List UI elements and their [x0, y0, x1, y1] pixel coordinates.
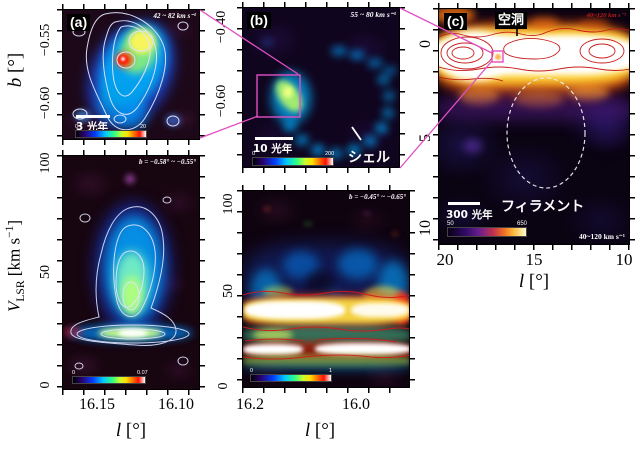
panel-a-pv: b = −0.58° ~ −0.55° 0 0.07 — [62, 155, 200, 390]
panel-b-pv: b = −0.45° ~ −0.65° 0 1 — [242, 190, 410, 388]
b-pv-xtick-left: 16.2 — [236, 396, 264, 413]
panel-b-pv-lat-range: b = −0.45° ~ −0.65° — [348, 193, 406, 201]
panel-a-map: (a) 42 ~ 82 km s⁻¹ 3 光年 0 20 — [62, 9, 200, 140]
panel-a-pv-colorbar-max: 0.07 — [137, 370, 148, 376]
panel-a-pv-colorbar — [72, 376, 146, 384]
panel-b-map: (b) 55 ~ 80 km s⁻¹ 10 光年 0 200 シェル — [242, 7, 400, 168]
b-axis-label: b [°] — [5, 52, 26, 88]
panel-b-colorbar-min: 0 — [252, 151, 256, 157]
c-ytick-0: 0 — [417, 40, 434, 48]
ticks-a-map-bottom — [62, 140, 200, 145]
panel-c-velocity-range-red: 40~120 km s⁻¹ — [586, 12, 626, 19]
c-ytick-10: 10 — [417, 220, 434, 236]
a-pv-ytick-0: 0 — [38, 381, 53, 389]
panel-c-label: (c) — [444, 13, 468, 30]
ticks-b-map-right — [400, 7, 405, 168]
panel-b-pv-colorbar-min: 0 — [250, 368, 254, 374]
panel-c-scalebar-label: 300 光年 — [446, 209, 493, 221]
b-pv-ytick-50: 50 — [221, 284, 236, 298]
l-axis-label-a: l [°] — [115, 420, 147, 441]
cavity-annotation: 空洞 — [495, 12, 528, 29]
panel-c-colorbar-min: 50 — [447, 221, 454, 227]
panel-c-velocity-range: 40~120 km s⁻¹ — [579, 232, 625, 241]
a-pv-ytick-50: 50 — [38, 265, 53, 279]
b-pv-ytick-0: 0 — [216, 382, 231, 390]
panel-b-pv-colorbar — [250, 374, 332, 382]
vlsr-axis-label: VLSR [km s−1] — [2, 219, 28, 313]
a-pv-ytick-100: 100 — [38, 152, 53, 174]
l-axis-label-c: l [°] — [518, 271, 550, 292]
ticks-a-pv-right — [200, 155, 205, 390]
b-pv-xtick-right: 16.0 — [342, 396, 370, 413]
panel-a-pv-lat-range: b = −0.58° ~ −0.55° — [138, 158, 196, 166]
b-pv-ytick-100: 100 — [221, 193, 236, 215]
panel-b-label: (b) — [247, 12, 271, 29]
ticks-c-right — [630, 8, 635, 245]
panel-a-colorbar-min: 0 — [75, 124, 79, 130]
panel-c-colorbar — [447, 227, 527, 237]
c-ytick-5: 5 — [417, 134, 434, 142]
panel-b-colorbar-max: 200 — [325, 151, 335, 157]
ticks-a-map-right — [200, 9, 205, 140]
c-xtick-10: 10 — [615, 250, 633, 269]
panel-c-map: (c) 空洞 40~120 km s⁻¹ フィラメント 300 光年 50 65… — [438, 8, 630, 245]
panel-a-colorbar-max: 20 — [140, 124, 147, 130]
ticks-a-pv-bottom — [62, 390, 200, 395]
panel-a-pv-colorbar-min: 0 — [72, 370, 76, 376]
ticks-b-pv-right — [410, 190, 415, 388]
panel-a-velocity-range: 42 ~ 82 km s⁻¹ — [153, 12, 196, 20]
a-map-ytick-top: −0.55 — [38, 23, 53, 57]
l-axis-label-b: l [°] — [304, 420, 336, 441]
b-map-ytick-bottom: −0.60 — [214, 84, 229, 118]
filament-annotation: フィラメント — [501, 199, 585, 215]
panel-a-label: (a) — [67, 14, 91, 31]
a-pv-xtick-right: 16.10 — [158, 396, 194, 413]
c-xtick-15: 15 — [525, 250, 543, 269]
ticks-b-map-bottom — [242, 168, 400, 173]
panel-c-scalebar — [448, 202, 480, 205]
shell-annotation: シェル — [348, 150, 390, 166]
c-xtick-20: 20 — [436, 250, 454, 269]
ticks-b-pv-bottom — [242, 388, 410, 393]
panel-b-scalebar-label: 10 光年 — [253, 143, 293, 155]
panel-b-velocity-range: 55 ~ 80 km s⁻¹ — [350, 10, 396, 19]
panel-b-pv-colorbar-max: 1 — [329, 368, 333, 374]
panel-b-scalebar — [255, 137, 293, 140]
a-pv-xtick-left: 16.15 — [79, 396, 115, 413]
panel-a-scalebar — [76, 115, 110, 118]
panel-a-colorbar — [75, 130, 147, 138]
a-map-ytick-bottom: −0.60 — [38, 86, 53, 120]
b-map-ytick-top: −0.40 — [214, 10, 229, 44]
panel-b-colorbar — [252, 157, 334, 166]
panel-c-colorbar-max: 650 — [517, 221, 528, 227]
